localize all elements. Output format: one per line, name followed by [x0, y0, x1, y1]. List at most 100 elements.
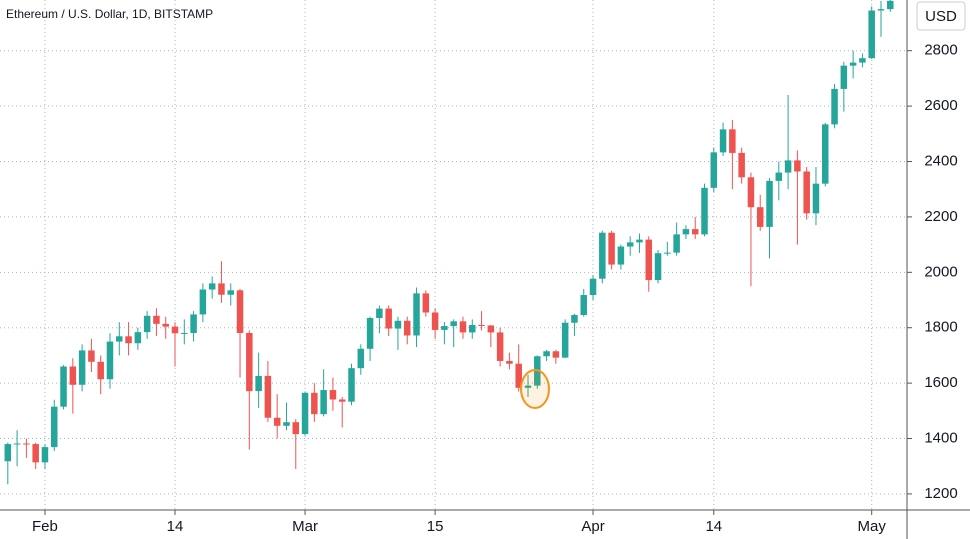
candle-body	[617, 246, 625, 265]
candle-body	[366, 318, 374, 349]
x-tick-label: Mar	[292, 518, 318, 535]
candle-body	[691, 229, 699, 235]
candle-body	[849, 62, 857, 66]
candle-body	[320, 390, 327, 415]
x-tick-label: Feb	[32, 518, 58, 535]
candle-body	[116, 336, 123, 342]
candle-body	[106, 341, 114, 380]
candle-body	[153, 315, 160, 324]
candle-body	[190, 314, 197, 333]
candle-body	[887, 0, 894, 10]
candle-body	[571, 314, 578, 323]
currency-label[interactable]: USD	[925, 8, 957, 25]
candle-body	[181, 332, 188, 334]
candle-body	[794, 160, 801, 172]
candle-body	[636, 239, 643, 243]
candle-body	[812, 183, 820, 214]
y-tick-label: 1600	[924, 374, 957, 391]
candle-body	[803, 171, 810, 214]
candle-body	[515, 363, 522, 388]
candle-body	[766, 180, 773, 227]
y-tick-label: 2000	[924, 263, 957, 280]
candle-body	[673, 234, 680, 253]
y-tick-label: 2200	[924, 208, 957, 225]
candle-body	[301, 392, 309, 435]
y-tick-label: 2800	[924, 42, 957, 59]
candle-body	[311, 392, 318, 415]
candle-body	[199, 289, 207, 315]
candle-body	[784, 160, 792, 173]
y-tick-label: 2400	[924, 152, 957, 169]
candle-body	[394, 320, 402, 329]
candle-body	[23, 443, 30, 445]
candle-body	[469, 324, 476, 333]
candle-body	[162, 323, 169, 327]
grid	[0, 0, 907, 510]
candle-body	[431, 312, 439, 330]
candle-body	[589, 278, 597, 296]
candle-body	[348, 368, 355, 402]
candle-body	[32, 444, 39, 463]
candle-body	[69, 366, 77, 385]
candle-body	[775, 172, 783, 181]
candle-body	[283, 422, 290, 426]
candle-body	[840, 65, 848, 89]
candle-body	[41, 447, 49, 463]
candle-body	[413, 293, 420, 336]
candle-body	[441, 326, 448, 330]
candle-body	[747, 177, 755, 208]
candle-body	[4, 444, 12, 462]
highlight-circle	[520, 369, 550, 409]
candle-body	[236, 290, 244, 333]
currency-box[interactable]	[916, 1, 966, 31]
candle-body	[701, 187, 708, 235]
candle-body	[255, 375, 262, 392]
candle-body	[831, 88, 838, 125]
candle-body	[292, 422, 300, 435]
candle-body	[682, 229, 690, 235]
y-tick-label: 2600	[924, 97, 957, 114]
x-tick-label: 14	[705, 518, 722, 535]
candle-body	[496, 332, 504, 361]
candle-body	[756, 207, 764, 227]
candle-body	[403, 320, 411, 336]
candle-body	[88, 350, 95, 362]
y-tick-label: 1400	[924, 429, 957, 446]
candle-body	[78, 350, 86, 385]
candle-body	[171, 326, 179, 334]
candle-body	[273, 417, 281, 426]
candle-body	[143, 315, 151, 333]
candle-body	[357, 348, 365, 369]
candle-body	[459, 321, 467, 333]
candle-body	[450, 321, 457, 327]
candle-body	[868, 10, 875, 59]
y-tick-label: 1200	[924, 485, 957, 502]
candle-body	[50, 406, 58, 448]
candle-body	[246, 332, 253, 392]
candle-body	[227, 290, 234, 295]
candle-body	[729, 129, 736, 153]
candle-body	[626, 242, 634, 247]
candle-body	[552, 351, 560, 358]
x-tick-label: 15	[427, 518, 444, 535]
candle-body	[506, 360, 513, 364]
candle-body	[329, 390, 337, 400]
candle-body	[859, 58, 866, 63]
candle-body	[376, 308, 383, 319]
x-tick-label: Apr	[581, 518, 604, 535]
candle-body	[478, 324, 485, 326]
candle-body	[664, 252, 671, 254]
candle-body	[422, 293, 430, 313]
candle-body	[218, 283, 225, 295]
candle-body	[608, 232, 615, 265]
candle-body	[524, 385, 532, 388]
candle-body	[60, 366, 67, 407]
candle-body	[710, 152, 718, 188]
candle-body	[125, 336, 132, 344]
candle-body	[338, 399, 346, 402]
candle-body	[134, 332, 142, 344]
candle-body	[738, 152, 745, 178]
candle-body	[385, 308, 392, 329]
chart-title: Ethereum / U.S. Dollar, 1D, BITSTAMP	[6, 7, 213, 21]
x-tick-label: 14	[167, 518, 184, 535]
